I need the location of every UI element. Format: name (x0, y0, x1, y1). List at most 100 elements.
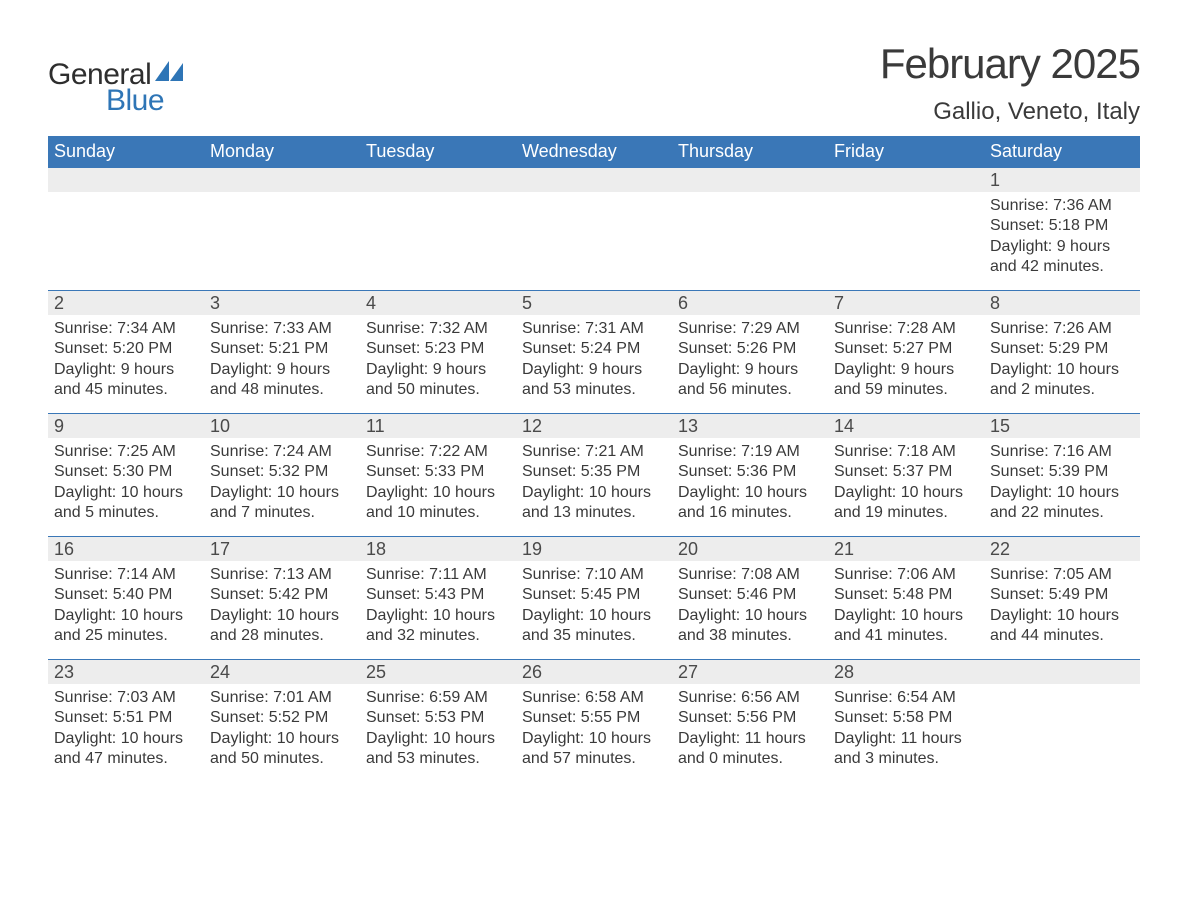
day-info: Sunrise: 7:31 AMSunset: 5:24 PMDaylight:… (520, 319, 668, 401)
info-sunset: Sunset: 5:35 PM (522, 462, 668, 482)
day-info: Sunrise: 7:08 AMSunset: 5:46 PMDaylight:… (676, 565, 824, 647)
day-info: Sunrise: 7:19 AMSunset: 5:36 PMDaylight:… (676, 442, 824, 524)
daynum-bar: 2 (48, 291, 204, 315)
daynum-bar (984, 660, 1140, 684)
day-number: 13 (678, 416, 698, 437)
day-number: 26 (522, 662, 542, 683)
info-sunset: Sunset: 5:40 PM (54, 585, 200, 605)
info-sunrise: Sunrise: 7:11 AM (366, 565, 512, 585)
info-sunset: Sunset: 5:39 PM (990, 462, 1136, 482)
calendar-cell (516, 168, 672, 290)
info-daylight2: and 0 minutes. (678, 749, 824, 769)
day-info: Sunrise: 6:58 AMSunset: 5:55 PMDaylight:… (520, 688, 668, 770)
calendar-cell: 21Sunrise: 7:06 AMSunset: 5:48 PMDayligh… (828, 537, 984, 659)
title-block: February 2025 Gallio, Veneto, Italy (880, 40, 1140, 126)
daynum-bar: 25 (360, 660, 516, 684)
info-sunset: Sunset: 5:27 PM (834, 339, 980, 359)
info-daylight2: and 48 minutes. (210, 380, 356, 400)
calendar-cell: 25Sunrise: 6:59 AMSunset: 5:53 PMDayligh… (360, 660, 516, 782)
info-daylight1: Daylight: 11 hours (678, 729, 824, 749)
calendar-cell (672, 168, 828, 290)
day-info: Sunrise: 7:26 AMSunset: 5:29 PMDaylight:… (988, 319, 1136, 401)
info-daylight1: Daylight: 9 hours (834, 360, 980, 380)
info-daylight2: and 59 minutes. (834, 380, 980, 400)
info-daylight1: Daylight: 10 hours (54, 483, 200, 503)
calendar-cell: 12Sunrise: 7:21 AMSunset: 5:35 PMDayligh… (516, 414, 672, 536)
calendar-cell: 15Sunrise: 7:16 AMSunset: 5:39 PMDayligh… (984, 414, 1140, 536)
calendar-cell: 11Sunrise: 7:22 AMSunset: 5:33 PMDayligh… (360, 414, 516, 536)
location: Gallio, Veneto, Italy (880, 98, 1140, 126)
info-sunrise: Sunrise: 7:01 AM (210, 688, 356, 708)
info-daylight2: and 7 minutes. (210, 503, 356, 523)
daynum-bar: 17 (204, 537, 360, 561)
info-daylight2: and 28 minutes. (210, 626, 356, 646)
day-number: 4 (366, 293, 376, 314)
info-sunset: Sunset: 5:42 PM (210, 585, 356, 605)
info-daylight2: and 50 minutes. (366, 380, 512, 400)
info-daylight2: and 41 minutes. (834, 626, 980, 646)
info-sunrise: Sunrise: 7:33 AM (210, 319, 356, 339)
info-daylight1: Daylight: 10 hours (990, 483, 1136, 503)
info-sunrise: Sunrise: 7:34 AM (54, 319, 200, 339)
info-sunset: Sunset: 5:26 PM (678, 339, 824, 359)
daynum-bar: 9 (48, 414, 204, 438)
info-sunset: Sunset: 5:46 PM (678, 585, 824, 605)
calendar-cell (828, 168, 984, 290)
info-sunset: Sunset: 5:21 PM (210, 339, 356, 359)
logo-flag-icon (155, 61, 183, 86)
daynum-bar: 5 (516, 291, 672, 315)
info-sunrise: Sunrise: 6:56 AM (678, 688, 824, 708)
info-daylight2: and 45 minutes. (54, 380, 200, 400)
daynum-bar: 19 (516, 537, 672, 561)
info-daylight2: and 35 minutes. (522, 626, 668, 646)
info-sunset: Sunset: 5:36 PM (678, 462, 824, 482)
info-daylight2: and 56 minutes. (678, 380, 824, 400)
day-number: 28 (834, 662, 854, 683)
info-sunrise: Sunrise: 7:36 AM (990, 196, 1136, 216)
info-daylight1: Daylight: 10 hours (834, 606, 980, 626)
calendar-cell: 19Sunrise: 7:10 AMSunset: 5:45 PMDayligh… (516, 537, 672, 659)
day-number: 2 (54, 293, 64, 314)
calendar-week: 1Sunrise: 7:36 AMSunset: 5:18 PMDaylight… (48, 168, 1140, 290)
info-daylight2: and 13 minutes. (522, 503, 668, 523)
calendar-cell: 4 Sunrise: 7:32 AMSunset: 5:23 PMDaylight… (360, 291, 516, 413)
daynum-bar: 12 (516, 414, 672, 438)
info-sunrise: Sunrise: 7:06 AM (834, 565, 980, 585)
day-info: Sunrise: 7:32 AMSunset: 5:23 PMDaylight:… (364, 319, 512, 401)
day-info: Sunrise: 7:22 AMSunset: 5:33 PMDaylight:… (364, 442, 512, 524)
info-daylight1: Daylight: 10 hours (210, 606, 356, 626)
info-sunrise: Sunrise: 7:25 AM (54, 442, 200, 462)
daynum-bar: 13 (672, 414, 828, 438)
info-sunrise: Sunrise: 7:31 AM (522, 319, 668, 339)
day-number: 19 (522, 539, 542, 560)
day-number: 7 (834, 293, 844, 314)
day-number: 8 (990, 293, 1000, 314)
calendar-cell (204, 168, 360, 290)
day-info: Sunrise: 7:18 AMSunset: 5:37 PMDaylight:… (832, 442, 980, 524)
info-daylight2: and 32 minutes. (366, 626, 512, 646)
calendar-cell: 23Sunrise: 7:03 AMSunset: 5:51 PMDayligh… (48, 660, 204, 782)
info-sunrise: Sunrise: 6:58 AM (522, 688, 668, 708)
calendar-cell: 14 Sunrise: 7:18 AMSunset: 5:37 PMDayligh… (828, 414, 984, 536)
info-sunset: Sunset: 5:20 PM (54, 339, 200, 359)
calendar-week: 2Sunrise: 7:34 AMSunset: 5:20 PMDaylight… (48, 290, 1140, 413)
calendar-cell: 18Sunrise: 7:11 AMSunset: 5:43 PMDayligh… (360, 537, 516, 659)
logo: General Blue (48, 58, 183, 118)
calendar-cell: 26 Sunrise: 6:58 AMSunset: 5:55 PMDayligh… (516, 660, 672, 782)
info-daylight1: Daylight: 10 hours (54, 729, 200, 749)
day-info: Sunrise: 7:24 AMSunset: 5:32 PMDaylight:… (208, 442, 356, 524)
info-daylight1: Daylight: 9 hours (54, 360, 200, 380)
day-number: 24 (210, 662, 230, 683)
daynum-bar: 23 (48, 660, 204, 684)
calendar-cell: 28Sunrise: 6:54 AMSunset: 5:58 PMDayligh… (828, 660, 984, 782)
info-sunset: Sunset: 5:49 PM (990, 585, 1136, 605)
calendar-cell (984, 660, 1140, 782)
info-sunset: Sunset: 5:33 PM (366, 462, 512, 482)
info-sunrise: Sunrise: 7:19 AM (678, 442, 824, 462)
day-number: 16 (54, 539, 74, 560)
info-daylight2: and 53 minutes. (522, 380, 668, 400)
day-header-friday: Friday (828, 136, 984, 168)
info-daylight2: and 25 minutes. (54, 626, 200, 646)
daynum-bar: 14 (828, 414, 984, 438)
calendar-cell: 10Sunrise: 7:24 AMSunset: 5:32 PMDayligh… (204, 414, 360, 536)
